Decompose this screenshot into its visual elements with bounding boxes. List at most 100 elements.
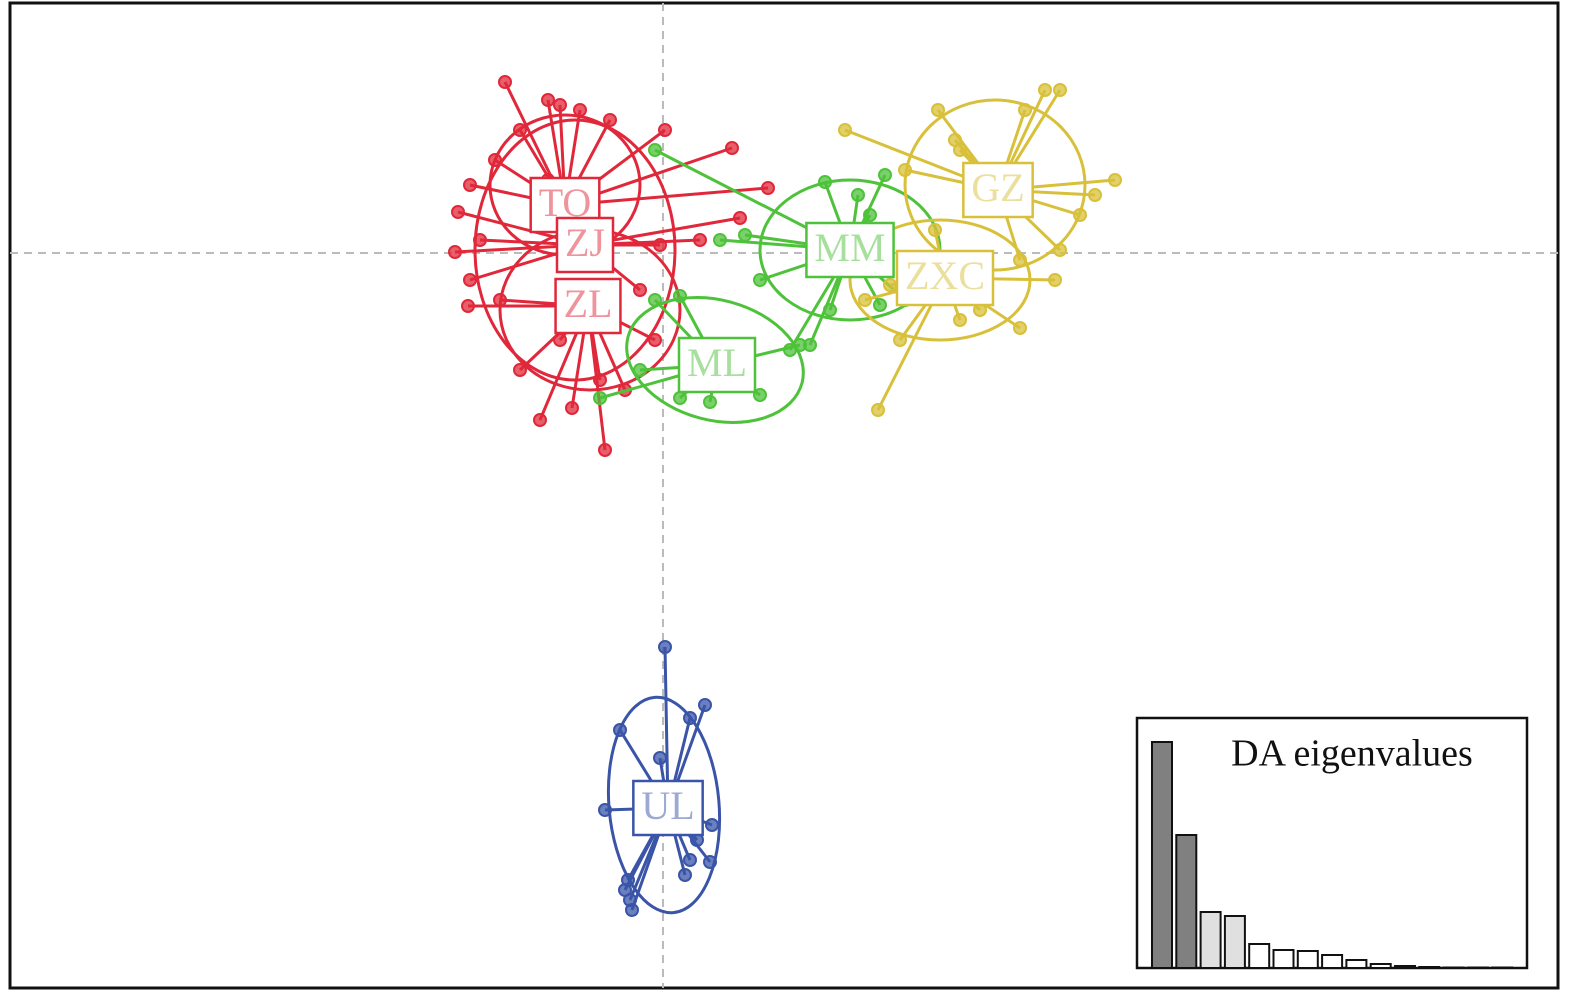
point [931,103,945,117]
point [1048,273,1062,287]
point [593,391,607,405]
point [673,391,687,405]
group-label: ZL [564,281,613,326]
point [873,298,887,312]
point [761,181,775,195]
eigenvalue-bar [1248,943,1271,969]
point [1013,321,1027,335]
point [498,75,512,89]
eigenvalue-bar [1296,950,1319,969]
point [648,293,662,307]
group-label: MM [814,225,885,270]
eigenvalue-bar [1418,966,1441,969]
group-label: GZ [971,165,1024,210]
point [693,233,707,247]
eigenvalue-bar [1442,966,1465,969]
point [1018,103,1032,117]
point [703,395,717,409]
point [513,123,527,137]
point [553,333,567,347]
point [513,363,527,377]
point [793,338,807,352]
point [838,123,852,137]
group-label: ZJ [565,220,605,265]
point [738,228,752,242]
point [898,163,912,177]
group-label-box [677,336,757,394]
eigenvalue-bar [1175,834,1198,969]
point [878,168,892,182]
point [573,103,587,117]
point [863,208,877,222]
point [753,388,767,402]
eigenvalue-bar [1223,915,1246,969]
point [565,401,579,415]
point [1088,188,1102,202]
point [705,818,719,832]
eigenvalue-bar [1345,959,1368,969]
group-ellipse [625,296,805,424]
point [1108,173,1122,187]
point [683,853,697,867]
point [1053,83,1067,97]
group-label-box [632,779,704,837]
point [613,723,627,737]
point [603,113,617,127]
group-label-box [805,221,895,279]
point [448,245,462,259]
point [953,313,967,327]
point [625,903,639,917]
group-label: ZXC [905,253,985,298]
point [753,273,767,287]
point [698,698,712,712]
point [725,141,739,155]
eigenvalue-bar [1151,741,1173,969]
point [658,640,672,654]
point [858,293,872,307]
point [633,363,647,377]
point [928,223,942,237]
group-ellipse [903,98,1087,272]
point [713,233,727,247]
point [678,868,692,882]
point [648,143,662,157]
point [541,93,555,107]
point [673,289,687,303]
point [598,443,612,457]
eigenvalue-bar [1272,949,1295,969]
point [1073,208,1087,222]
group-label-box [554,277,622,335]
point [451,205,465,219]
inset-title: DA eigenvalues [1231,733,1473,775]
point [633,283,647,297]
eigenvalue-bar [1491,966,1514,969]
point [648,333,662,347]
point [683,711,697,725]
eigenvalue-bar [1394,965,1416,969]
point [851,188,865,202]
point [1038,83,1052,97]
point [1053,243,1067,257]
point [463,273,477,287]
point [598,803,612,817]
group-label: ML [687,340,747,385]
point [553,98,567,112]
eigenvalue-bar [1199,911,1222,969]
group-label-box [895,249,995,307]
point [658,123,672,137]
point [533,413,547,427]
plot-frame [8,1,1560,990]
point [948,133,962,147]
group-label-box [555,216,615,274]
eigenvalue-bar [1466,966,1489,969]
eigenvalue-bar [1369,963,1392,969]
group-label: UL [641,783,694,828]
group-label-box [962,161,1034,219]
point [871,403,885,417]
point [461,299,475,313]
point [593,373,607,387]
point [818,175,832,189]
point [893,333,907,347]
point [653,751,667,765]
